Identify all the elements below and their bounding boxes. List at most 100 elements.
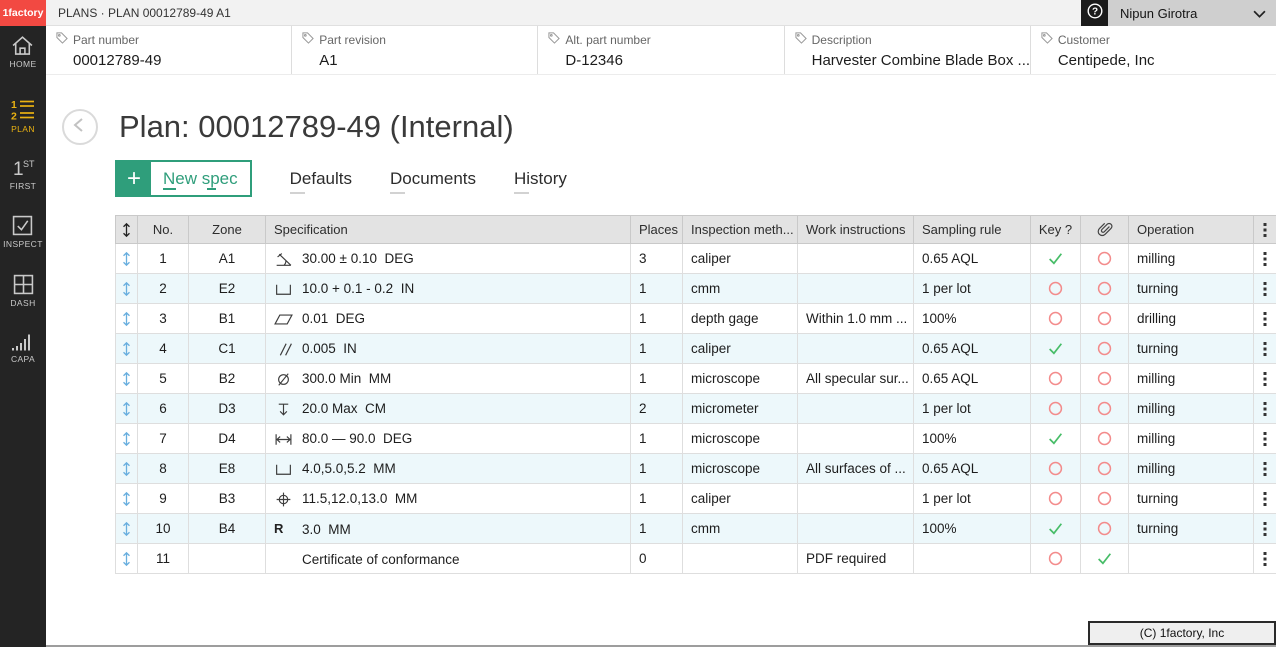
field-value: Harvester Combine Blade Box ... (795, 52, 1020, 69)
circle-icon[interactable] (1096, 340, 1113, 357)
table-header-row: No. Zone Specification Places Inspection… (116, 216, 1276, 244)
drag-handle-icon[interactable] (120, 251, 133, 267)
circle-icon[interactable] (1047, 550, 1064, 567)
circle-icon[interactable] (1047, 370, 1064, 387)
cell-places: 3 (631, 244, 683, 274)
kebab-menu-icon[interactable] (1263, 552, 1267, 566)
cell-operation: milling (1129, 394, 1254, 424)
check-icon[interactable] (1096, 550, 1113, 567)
circle-icon[interactable] (1096, 280, 1113, 297)
header-zone: Zone (189, 216, 266, 244)
circle-icon[interactable] (1096, 370, 1113, 387)
drag-handle-icon[interactable] (120, 431, 133, 447)
circle-icon[interactable] (1096, 310, 1113, 327)
help-button[interactable]: ? (1081, 0, 1108, 26)
kebab-menu-icon[interactable] (1263, 252, 1267, 266)
cell-menu (1254, 244, 1276, 274)
check-icon[interactable] (1047, 520, 1064, 537)
circle-icon[interactable] (1047, 490, 1064, 507)
field-customer[interactable]: Customer Centipede, Inc (1031, 26, 1276, 74)
cell-inspection-method: microscope (683, 364, 798, 394)
cell-sampling-rule: 0.65 AQL (914, 244, 1031, 274)
circle-icon[interactable] (1096, 400, 1113, 417)
field-value: Centipede, Inc (1041, 52, 1266, 69)
circle-icon[interactable] (1096, 490, 1113, 507)
kebab-menu-icon[interactable] (1263, 342, 1267, 356)
drag-handle-icon[interactable] (120, 281, 133, 297)
field-part-number[interactable]: Part number 00012789-49 (46, 26, 292, 74)
field-label: Description (812, 33, 872, 47)
field-part-revision[interactable]: Part revision A1 (292, 26, 538, 74)
cell-inspection-method (683, 544, 798, 574)
circle-icon[interactable] (1047, 460, 1064, 477)
drag-handle-icon[interactable] (120, 551, 133, 567)
sidebar-item-capa[interactable]: CAPA (11, 333, 35, 364)
tab-documents[interactable]: Documents (390, 169, 476, 189)
cell-inspection-method: microscope (683, 454, 798, 484)
drag-handle-icon[interactable] (120, 491, 133, 507)
kebab-menu-icon[interactable] (1263, 282, 1267, 296)
cell-drag (116, 454, 138, 484)
drag-handle-icon[interactable] (120, 311, 133, 327)
sidebar-item-first[interactable]: 1ST FIRST (10, 158, 37, 191)
kebab-menu-icon[interactable] (1263, 372, 1267, 386)
back-button[interactable] (62, 109, 98, 145)
tab-defaults[interactable]: Defaults (290, 169, 352, 189)
circle-icon[interactable] (1096, 250, 1113, 267)
cell-drag (116, 244, 138, 274)
drag-handle-icon[interactable] (120, 341, 133, 357)
field-alt-part-number[interactable]: Alt. part number D-12346 (538, 26, 784, 74)
cell-key (1031, 364, 1081, 394)
drag-handle-icon[interactable] (120, 521, 133, 537)
cell-zone: B1 (189, 304, 266, 334)
cell-operation: milling (1129, 424, 1254, 454)
cell-drag (116, 334, 138, 364)
kebab-menu-icon[interactable] (1263, 462, 1267, 476)
gdt-symbol-icon (274, 281, 302, 297)
check-icon[interactable] (1047, 430, 1064, 447)
circle-icon[interactable] (1096, 430, 1113, 447)
check-icon[interactable] (1047, 250, 1064, 267)
kebab-menu-icon[interactable] (1263, 432, 1267, 446)
drag-handle-icon[interactable] (120, 461, 133, 477)
cell-sampling-rule: 0.65 AQL (914, 334, 1031, 364)
sidebar: HOME 12 PLAN 1ST FIRST INSPECT DASH CAPA (0, 26, 46, 647)
check-icon[interactable] (1047, 340, 1064, 357)
cell-work-instructions (798, 424, 914, 454)
cell-no: 1 (138, 244, 189, 274)
cell-attachments (1081, 514, 1129, 544)
header-menu[interactable] (1254, 216, 1276, 244)
drag-handle-icon[interactable] (120, 401, 133, 417)
user-menu[interactable]: Nipun Girotra (1108, 0, 1276, 26)
sidebar-item-inspect[interactable]: INSPECT (3, 215, 43, 249)
field-description[interactable]: Description Harvester Combine Blade Box … (785, 26, 1031, 74)
svg-text:1: 1 (11, 99, 17, 111)
circle-icon[interactable] (1096, 460, 1113, 477)
circle-icon[interactable] (1047, 310, 1064, 327)
sidebar-item-plan[interactable]: 12 PLAN (11, 99, 35, 134)
tab-history[interactable]: History (514, 169, 567, 189)
cell-zone: B2 (189, 364, 266, 394)
cell-key (1031, 454, 1081, 484)
plan-icon: 12 (11, 99, 35, 121)
cell-menu (1254, 514, 1276, 544)
gdt-symbol-icon (274, 371, 302, 387)
sidebar-item-dash[interactable]: DASH (10, 274, 35, 308)
kebab-menu-icon[interactable] (1263, 492, 1267, 506)
header-sort-handle (116, 216, 138, 244)
circle-icon[interactable] (1047, 280, 1064, 297)
kebab-menu-icon[interactable] (1263, 522, 1267, 536)
drag-handle-icon[interactable] (120, 371, 133, 387)
cell-drag (116, 274, 138, 304)
circle-icon[interactable] (1047, 400, 1064, 417)
sidebar-item-home[interactable]: HOME (9, 35, 36, 69)
kebab-menu-icon[interactable] (1263, 402, 1267, 416)
cell-places: 1 (631, 274, 683, 304)
cell-key (1031, 514, 1081, 544)
cell-drag (116, 364, 138, 394)
new-spec-button[interactable]: + New spec (115, 160, 252, 197)
kebab-menu-icon[interactable] (1263, 312, 1267, 326)
circle-icon[interactable] (1096, 520, 1113, 537)
cell-operation: drilling (1129, 304, 1254, 334)
gdt-symbol-icon: R (274, 521, 302, 536)
